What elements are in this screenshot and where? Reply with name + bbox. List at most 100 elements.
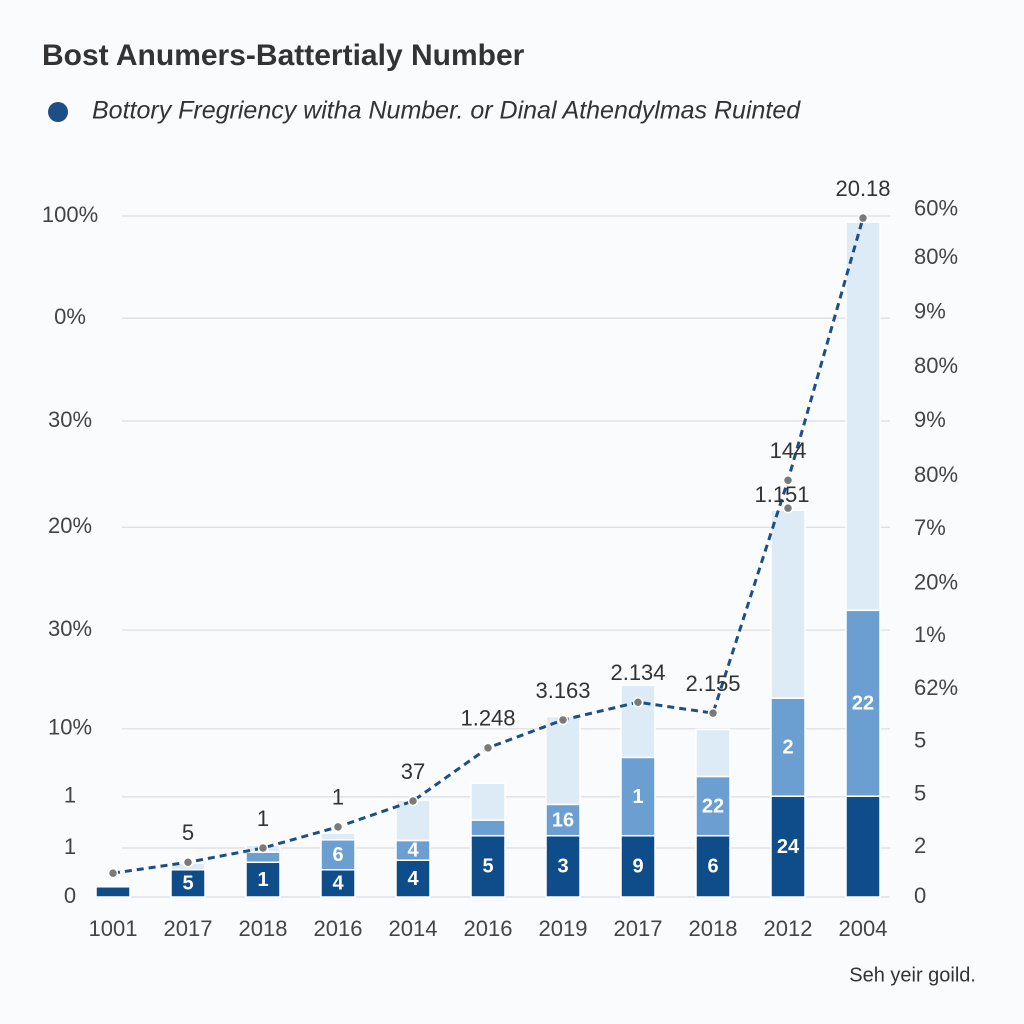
bar-segment: [545, 834, 581, 898]
segment-label: 4: [407, 840, 419, 862]
point-label: 2.134: [610, 660, 665, 685]
bar-segment: [545, 715, 581, 806]
bar-segment: [845, 221, 881, 612]
bar-segment: [770, 795, 806, 898]
point-label: 37: [401, 759, 425, 784]
segment-label: 5: [182, 873, 193, 895]
y2-tick-label: 9%: [914, 299, 946, 324]
y2-tick-label: 62%: [914, 675, 958, 700]
point: [782, 474, 794, 486]
x-tick-label: 2018: [239, 916, 288, 941]
x-tick-label: 2004: [839, 916, 888, 941]
trend-line: [112, 217, 865, 875]
y2-tick-label: 1%: [914, 622, 946, 647]
y-tick-label: 1: [64, 834, 76, 859]
point-label: 3.163: [535, 678, 590, 703]
segment-label: 5: [482, 856, 493, 878]
x-tick-label: 2017: [164, 916, 213, 941]
bar-segment: [545, 803, 581, 837]
bar-segment: [470, 819, 506, 837]
y2-tick-label: 5: [914, 728, 926, 753]
point-label: 2.155: [685, 671, 740, 696]
point: [407, 795, 419, 807]
bar-segment: [620, 684, 656, 759]
y-tick-label: 20%: [48, 513, 92, 538]
chart-title: Bost Anumers-Battertialy Number: [42, 39, 525, 72]
annotation-label: 1.151: [754, 482, 809, 507]
y-tick-label: 0%: [54, 304, 86, 329]
point-label: 1.248: [460, 706, 515, 731]
bar-segment: [320, 839, 356, 871]
point: [182, 857, 194, 868]
bar-segment: [470, 782, 506, 821]
annotation-point: [782, 502, 794, 514]
x-tick-label: 2019: [539, 916, 588, 941]
y-tick-label: 30%: [48, 407, 92, 432]
y2-tick-label: 60%: [914, 196, 958, 221]
footnote: Seh yeir goild.: [849, 964, 976, 986]
bar-segment: [320, 832, 356, 841]
y2-tick-label: 9%: [914, 407, 946, 432]
point-label: 5: [182, 820, 194, 845]
segment-label: 6: [707, 856, 718, 878]
y2-tick-label: 2: [914, 833, 926, 858]
segment-label: 6: [332, 844, 343, 866]
point: [257, 842, 269, 854]
bar-segment: [245, 861, 281, 898]
y2-tick-label: 5: [914, 781, 926, 806]
legend-label: Bottory Fregriency witha Number. or Dina…: [92, 97, 801, 125]
segment-label: 2: [782, 736, 793, 758]
segment-label: 16: [552, 809, 574, 831]
segment-label: 1: [257, 869, 268, 891]
x-tick-label: 2016: [464, 916, 513, 941]
bar-segment: [95, 886, 131, 898]
legend-dot: [48, 102, 68, 122]
y2-tick-label: 80%: [914, 244, 958, 269]
segment-label: 3: [557, 856, 568, 878]
segment-label: 22: [852, 693, 874, 715]
bar-segment: [845, 609, 881, 797]
point: [332, 821, 344, 833]
x-tick-label: 2018: [689, 916, 738, 941]
point: [107, 867, 119, 879]
point: [632, 696, 644, 708]
y-tick-label: 30%: [48, 616, 92, 641]
bar-segment: [845, 795, 881, 898]
point-label: 144: [770, 438, 807, 463]
segment-label: 4: [332, 873, 344, 895]
segment-label: 1: [632, 786, 643, 808]
x-tick-label: 1001: [89, 916, 138, 941]
bar-segment: [695, 775, 731, 837]
bar-segment: [395, 799, 431, 842]
bar-segment: [245, 851, 281, 864]
bar-segment: [770, 697, 806, 797]
point: [857, 212, 869, 224]
point-label: 20.18: [835, 176, 890, 201]
segment-label: 4: [407, 868, 419, 890]
x-tick-label: 2016: [314, 916, 363, 941]
y-tick-label: 1: [64, 783, 76, 808]
point: [707, 707, 719, 719]
x-tick-label: 2012: [764, 916, 813, 941]
y-tick-label: 100%: [42, 202, 98, 227]
x-tick-label: 2014: [389, 916, 438, 941]
y2-tick-label: 7%: [914, 515, 946, 540]
y-tick-label: 10%: [48, 715, 92, 740]
point-label: 1: [257, 806, 269, 831]
y2-tick-label: 20%: [914, 570, 958, 595]
point: [557, 714, 569, 726]
bar-segment: [620, 756, 656, 837]
y-tick-label: 0: [64, 883, 76, 908]
segment-label: 24: [777, 836, 800, 858]
y2-tick-label: 80%: [914, 462, 958, 487]
y2-tick-label: 80%: [914, 353, 958, 378]
bar-segment: [395, 859, 431, 898]
y2-tick-label: 0: [914, 883, 926, 908]
segment-label: 9: [632, 856, 643, 878]
point-label: 1: [332, 785, 344, 810]
segment-label: 22: [702, 795, 724, 817]
point: [482, 742, 494, 754]
x-tick-label: 2017: [614, 916, 663, 941]
bar-segment: [695, 834, 731, 898]
